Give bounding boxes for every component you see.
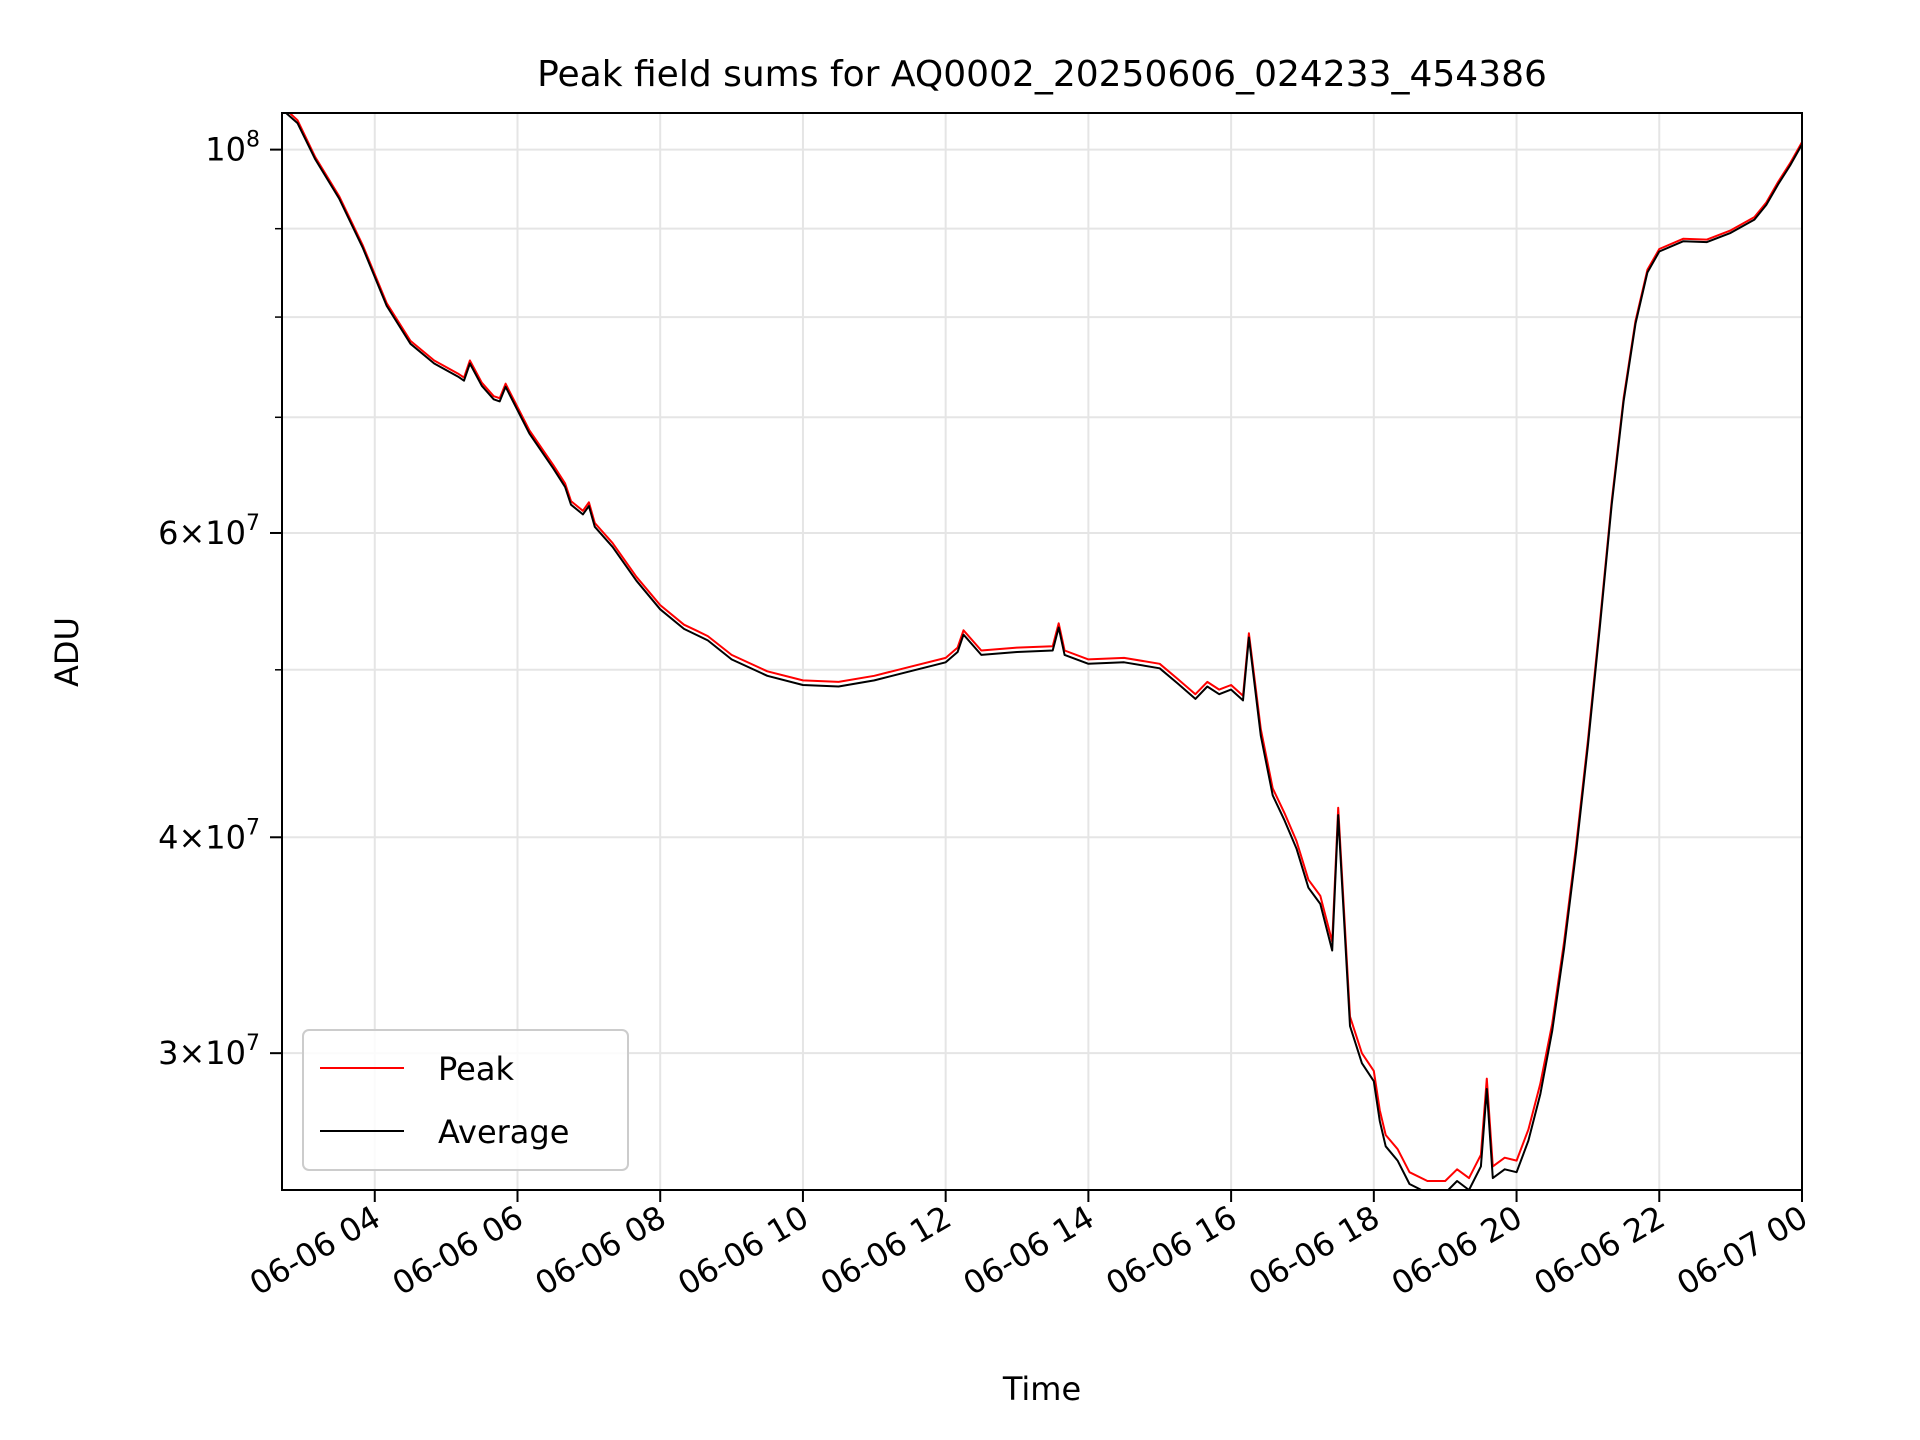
legend-label-peak: Peak — [438, 1050, 514, 1088]
plot-frame — [281, 112, 1803, 1191]
series-layer — [284, 113, 1802, 1190]
y-tick-label: 3×107 — [158, 1031, 260, 1072]
y-axis: 3×107 4×107 6×107 108 — [158, 128, 282, 1072]
legend-box — [302, 1029, 629, 1171]
legend-label-average: Average — [438, 1113, 569, 1151]
series-line-average — [284, 113, 1802, 1190]
y-tick-label: 6×107 — [158, 511, 260, 552]
y-tick-label: 4×107 — [158, 815, 260, 856]
y-tick-label: 108 — [205, 128, 260, 169]
x-axis-label: Time — [1002, 1370, 1081, 1408]
chart-title: Peak field sums for AQ0002_20250606_0242… — [537, 54, 1547, 95]
legend: Peak Average — [302, 1029, 629, 1171]
y-axis-label: ADU — [48, 617, 86, 687]
